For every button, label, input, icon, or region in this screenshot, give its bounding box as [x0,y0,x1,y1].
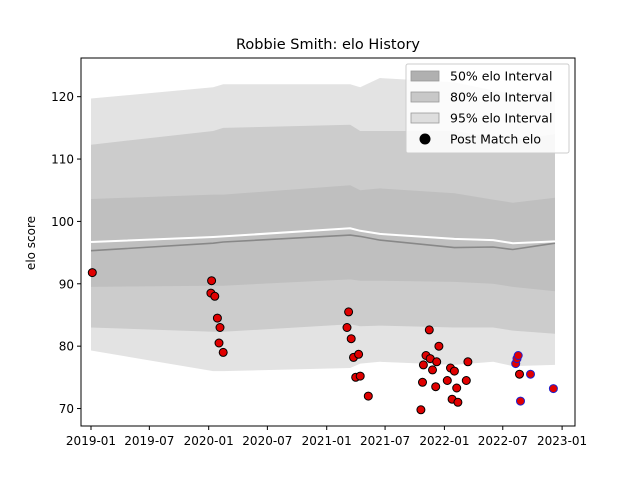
legend-label-marker: Post Match elo [450,132,541,147]
x-tick-label-2023-01: 2023-01 [537,434,587,448]
legend-marker-post-match [419,133,431,145]
data-point-13 [354,349,364,359]
y-tick-label-90: 90 [59,277,74,291]
legend-swatch-band95 [410,112,440,124]
data-point-19 [418,360,428,370]
x-tick-label-2022-07: 2022-07 [478,434,528,448]
data-point-21 [424,325,434,335]
data-point-6 [215,323,225,332]
legend-swatch-band50 [410,70,440,82]
y-axis-label: elo score [24,216,38,270]
y-tick-label-80: 80 [59,340,74,354]
data-point-32 [453,397,463,407]
data-point-16 [363,391,373,401]
data-point-10 [342,323,352,332]
legend-box [405,63,570,154]
data-point-34 [463,357,473,367]
chart-title: Robbie Smith: elo History [236,37,420,53]
data-point-2 [207,276,217,286]
x-tick-label-2019-07: 2019-07 [124,434,174,448]
axes: 2019-01 2019-07 2020-01 2020-07 2021-01 2021-… [51,57,587,448]
data-point-7 [214,338,224,348]
legend-label-band50: 50% elo Interval [450,69,552,84]
y-tick-label-70: 70 [59,402,74,416]
mean-elo-line [90,227,556,245]
data-point-41 [548,384,558,394]
y-tick-label-120: 120 [51,90,74,104]
data-point-4 [210,291,220,301]
axes-frame [80,57,576,427]
data-point-24 [431,382,441,392]
data-point-33 [461,376,471,385]
x-tick-label-2020-01: 2020-01 [184,434,234,448]
data-point-25 [432,357,442,367]
legend-label-band95: 95% elo Interval [450,111,552,126]
legend-swatch-band80 [410,91,440,103]
data-point-40 [526,369,535,379]
data-point-26 [434,341,444,351]
data-point-18 [418,377,427,387]
data-point-37 [513,351,523,360]
data-point-17 [416,405,426,415]
x-tick-label-2021-07: 2021-07 [360,434,410,448]
x-tick-label-2020-07: 2020-07 [242,434,292,448]
x-tick-label-2021-01: 2021-01 [302,434,352,448]
data-point-39 [516,396,525,406]
data-point-23 [428,365,437,375]
band-50-interval [91,185,555,292]
median-elo-line [90,234,556,252]
data-point-30 [449,366,459,376]
data-point-5 [212,313,222,323]
data-point-15 [355,371,365,381]
legend-label-band80: 80% elo Interval [450,90,552,105]
data-point-27 [442,376,452,385]
x-tick-label-2019-01: 2019-01 [66,434,116,448]
data-point-9 [344,307,354,317]
data-point-31 [452,383,462,393]
data-point-11 [346,334,356,344]
data-point-1 [87,268,97,278]
y-tick-label-100: 100 [51,215,74,229]
data-point-8 [218,347,228,357]
legend: 50% elo Interval 80% elo Interval 95% elo … [405,63,570,154]
y-tick-label-110: 110 [51,153,74,167]
data-point-38 [515,369,524,379]
x-tick-label-2022-01: 2022-01 [419,434,469,448]
